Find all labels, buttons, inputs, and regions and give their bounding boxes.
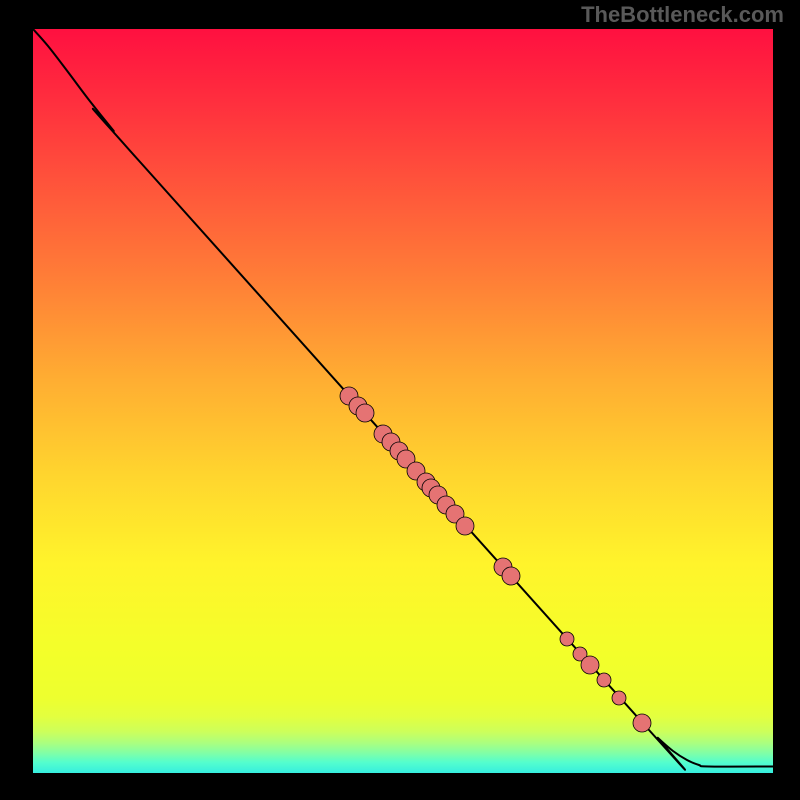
data-marker [502,567,520,585]
watermark-text: TheBottleneck.com [581,2,784,28]
data-marker [456,517,474,535]
data-marker [633,714,651,732]
chart-container [33,29,773,773]
curve-line [33,29,773,770]
data-marker [612,691,626,705]
data-marker [560,632,574,646]
data-marker [581,656,599,674]
data-marker [597,673,611,687]
data-marker [356,404,374,422]
curve-layer [33,29,773,773]
